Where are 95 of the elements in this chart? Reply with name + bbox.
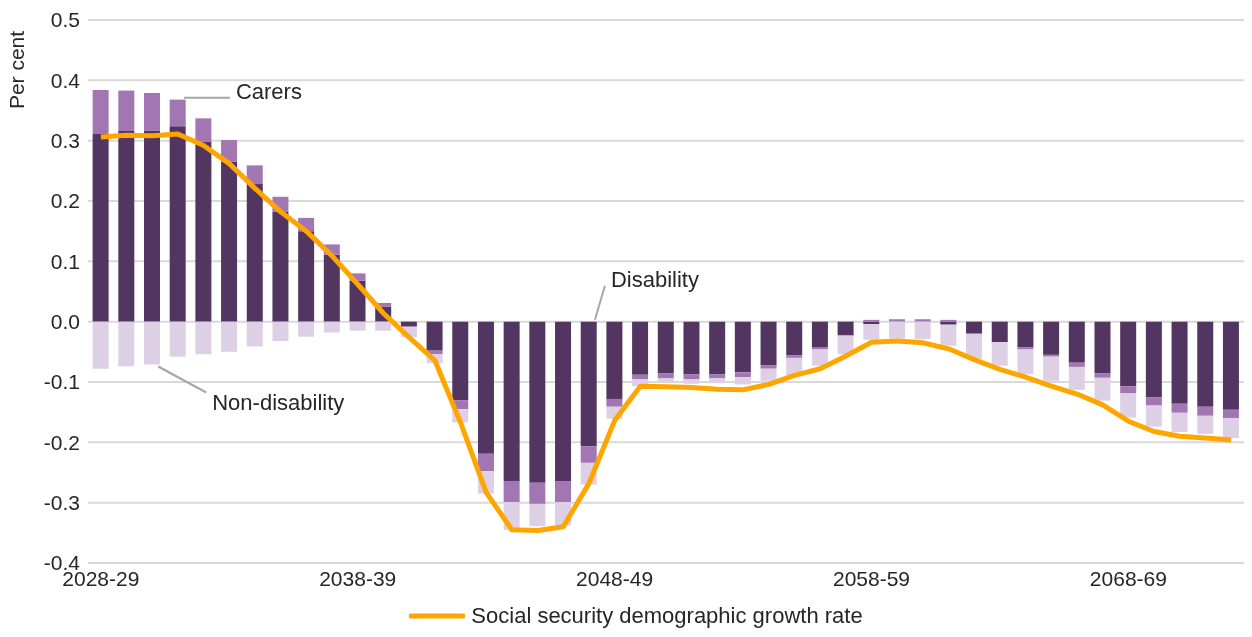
bar [1145, 405, 1162, 427]
bar [246, 165, 263, 185]
bar [118, 90, 135, 132]
y-tick-label: 0.5 [50, 8, 80, 32]
bar [92, 89, 109, 135]
bar [1043, 321, 1060, 355]
bar [503, 321, 520, 481]
bar [991, 321, 1008, 343]
bar [734, 372, 751, 378]
bar [272, 211, 289, 322]
bar [529, 503, 546, 527]
bar [503, 480, 520, 503]
bar [683, 321, 700, 375]
bar [1197, 415, 1214, 434]
bar [760, 321, 777, 366]
x-tick-label: 2038-39 [319, 566, 397, 590]
y-tick-label: -0.2 [43, 430, 80, 454]
y-tick-label: 0.2 [50, 189, 80, 213]
bar [709, 321, 726, 375]
bar [195, 118, 212, 142]
bar [811, 349, 828, 366]
y-tick-label: 0.4 [50, 68, 81, 92]
bar [1171, 403, 1188, 413]
bar [683, 374, 700, 379]
bar [811, 321, 828, 348]
bar [837, 321, 854, 336]
bar [1222, 409, 1239, 419]
bar [1120, 386, 1137, 394]
bar [709, 374, 726, 379]
bar [529, 321, 546, 483]
bar [221, 161, 238, 322]
bar [1222, 321, 1239, 410]
y-tick-label: -0.3 [43, 491, 80, 515]
bar [1197, 321, 1214, 407]
bar [477, 321, 494, 454]
bar [426, 321, 443, 351]
series-label: Disability [610, 267, 699, 293]
bar [1222, 418, 1239, 439]
bar [169, 99, 186, 127]
y-tick-label: 0.3 [50, 129, 80, 153]
bar [477, 453, 494, 472]
bar [529, 482, 546, 504]
bar [580, 446, 597, 463]
bar [786, 355, 803, 358]
bar [452, 321, 469, 401]
bar [144, 93, 160, 131]
bar [323, 254, 340, 322]
bar [1094, 373, 1111, 378]
bar [632, 374, 649, 379]
bar [1017, 349, 1034, 375]
bar [966, 321, 983, 334]
bar [1094, 321, 1111, 374]
bar [118, 131, 135, 322]
legend-label: Social security demographic growth rate [471, 603, 863, 629]
bar [606, 321, 623, 399]
bar [144, 130, 160, 322]
y-tick-label: -0.1 [43, 370, 80, 394]
bar [606, 398, 623, 407]
bar [966, 333, 983, 359]
x-tick-label: 2068-69 [1089, 566, 1167, 590]
series-label: Non-disability [212, 390, 345, 416]
bar [1068, 362, 1085, 367]
bar [1145, 321, 1162, 398]
x-tick-label: 2048-49 [576, 566, 654, 590]
bar [92, 134, 109, 322]
bar [863, 324, 880, 340]
y-tick-label: 0.1 [50, 249, 80, 273]
bar [1171, 321, 1188, 404]
bar [914, 319, 931, 322]
bar [1171, 412, 1188, 433]
series-label: Carers [235, 79, 302, 105]
y-axis-title: Per cent [5, 30, 28, 110]
bar [888, 319, 905, 322]
bar [1120, 393, 1137, 418]
bar [1145, 397, 1162, 406]
bar [940, 324, 957, 346]
bar [555, 480, 572, 503]
bar [1017, 321, 1034, 348]
bar [1197, 406, 1214, 416]
bar [991, 342, 1008, 366]
bar [1120, 321, 1137, 387]
bar [195, 141, 212, 322]
bar [555, 321, 572, 481]
bar [760, 365, 777, 369]
bar [580, 321, 597, 447]
bar [298, 231, 315, 322]
bar [169, 126, 186, 322]
bar [786, 321, 803, 356]
bar [1068, 321, 1085, 363]
bar [246, 184, 263, 322]
bar [734, 321, 751, 373]
bar [657, 321, 674, 374]
y-tick-label: 0.0 [50, 310, 80, 334]
x-tick-label: 2058-59 [832, 566, 911, 590]
bar [632, 321, 649, 375]
